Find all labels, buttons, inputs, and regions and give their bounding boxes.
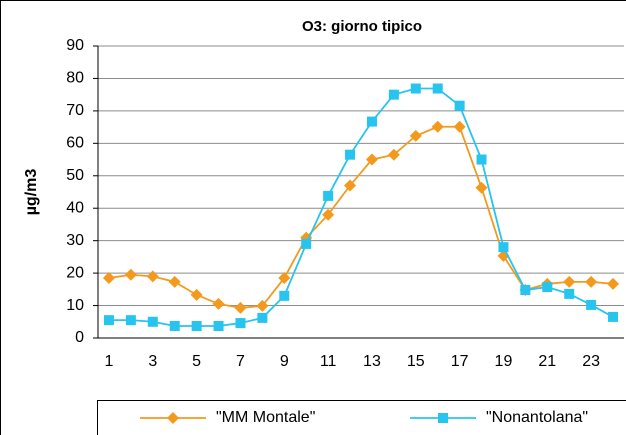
- data-point: [125, 315, 136, 326]
- chart-title: O3: giorno tipico: [302, 18, 422, 35]
- data-point: [542, 282, 553, 293]
- data-point: [322, 208, 335, 221]
- data-point: [169, 320, 180, 331]
- data-point: [191, 320, 202, 331]
- data-point: [213, 320, 224, 331]
- data-point: [476, 154, 487, 165]
- data-point: [366, 116, 377, 127]
- y-tick-label: 90: [66, 37, 84, 54]
- data-point: [432, 83, 443, 94]
- x-tick-label: 11: [320, 353, 337, 370]
- data-point: [586, 299, 597, 310]
- data-point: [256, 299, 269, 312]
- data-point: [585, 275, 598, 288]
- x-tick-label: 5: [192, 353, 201, 370]
- y-tick-label: 50: [66, 167, 84, 184]
- y-tick-label: 70: [66, 102, 84, 119]
- data-point: [498, 242, 509, 253]
- data-point: [564, 288, 575, 299]
- y-tick-label: 0: [75, 329, 84, 346]
- y-tick-label: 60: [66, 135, 84, 152]
- y-tick-label: 30: [66, 232, 84, 249]
- series-line: [108, 125, 614, 309]
- y-tick-label: 10: [66, 297, 84, 314]
- y-tick-label: 20: [66, 264, 84, 281]
- data-point: [278, 271, 291, 284]
- x-tick-label: 19: [495, 353, 513, 370]
- y-tick-label: 80: [66, 70, 84, 87]
- data-point: [410, 83, 421, 94]
- data-point: [147, 316, 158, 327]
- data-point: [563, 275, 576, 288]
- data-point: [387, 148, 400, 161]
- data-point: [607, 277, 620, 290]
- series-line: [108, 87, 614, 327]
- data-point: [323, 190, 334, 201]
- x-tick-label: 15: [407, 353, 425, 370]
- data-point: [454, 100, 465, 111]
- data-point: [608, 311, 619, 322]
- x-tick-label: 17: [451, 353, 469, 370]
- legend-label: "Nonantolana": [486, 409, 588, 426]
- x-tick-label: 3: [148, 353, 157, 370]
- x-tick-label: 1: [105, 353, 114, 370]
- data-point: [453, 120, 466, 133]
- x-tick-label: 9: [280, 353, 289, 370]
- data-point: [409, 129, 422, 142]
- legend-label: "MM Montale": [216, 409, 315, 426]
- data-point: [365, 153, 378, 166]
- data-point: [279, 290, 290, 301]
- data-point: [388, 89, 399, 100]
- data-point: [344, 179, 357, 192]
- data-point: [235, 318, 246, 329]
- data-point: [103, 315, 114, 326]
- data-point: [190, 288, 203, 301]
- data-point: [212, 297, 225, 310]
- data-point: [431, 120, 444, 133]
- data-point: [124, 268, 137, 281]
- data-point: [146, 270, 159, 283]
- legend-marker: [438, 413, 448, 423]
- y-axis-label: µg/m3: [23, 169, 40, 216]
- x-tick-label: 23: [582, 353, 600, 370]
- x-tick-label: 13: [363, 353, 381, 370]
- x-tick-label: 21: [538, 353, 556, 370]
- data-point: [102, 271, 115, 284]
- y-tick-label: 40: [66, 199, 84, 216]
- data-point: [520, 284, 531, 295]
- data-point: [301, 238, 312, 249]
- x-tick-label: 7: [236, 353, 245, 370]
- data-point: [257, 312, 268, 323]
- data-point: [345, 149, 356, 160]
- data-point: [475, 181, 488, 194]
- data-point: [168, 275, 181, 288]
- legend-marker: [167, 412, 179, 424]
- data-point: [234, 301, 247, 314]
